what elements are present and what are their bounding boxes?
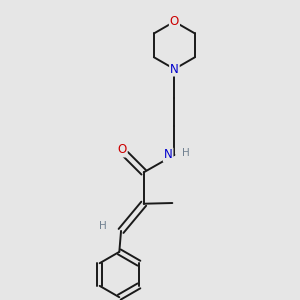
Text: N: N [170, 63, 179, 76]
Text: N: N [164, 148, 172, 161]
Text: O: O [170, 15, 179, 28]
Text: H: H [182, 148, 190, 158]
Text: O: O [118, 143, 127, 157]
Text: H: H [99, 221, 107, 231]
